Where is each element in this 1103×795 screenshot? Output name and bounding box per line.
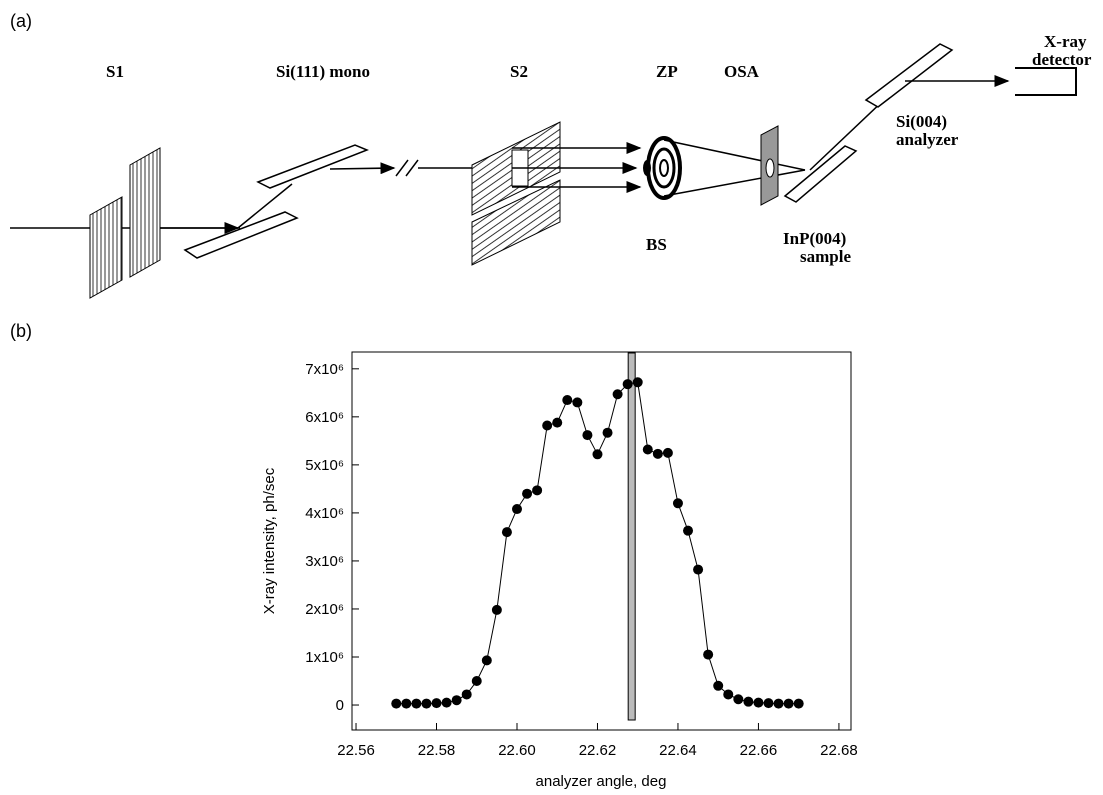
- data-line: [396, 381, 799, 705]
- sample-label: sample: [800, 247, 851, 266]
- data-point: [763, 698, 774, 709]
- data-point: [421, 698, 432, 709]
- data-point: [612, 389, 623, 400]
- data-point: [622, 379, 633, 390]
- y-tick-label: 0: [336, 697, 344, 714]
- y-tick-label: 2x10⁶: [305, 601, 344, 618]
- y-tick-label: 4x10⁶: [305, 505, 344, 522]
- data-point: [542, 420, 553, 431]
- x-tick-label: 22.66: [740, 742, 778, 759]
- data-point: [471, 676, 482, 687]
- data-point: [552, 417, 563, 428]
- mono-label: Si(111) mono: [276, 62, 370, 81]
- plot-frame: [351, 351, 852, 731]
- zone-plate: [652, 147, 676, 189]
- beam: [663, 139, 806, 171]
- x-tick-label: 22.64: [659, 742, 697, 759]
- data-point: [461, 689, 472, 700]
- y-tick-label: 7x10⁶: [305, 361, 344, 378]
- data-point: [451, 695, 462, 706]
- data-point: [632, 377, 643, 388]
- data-point: [411, 698, 422, 709]
- beam-break: [395, 159, 409, 177]
- beam: [237, 183, 293, 229]
- sample-label: InP(004): [783, 229, 846, 248]
- beam: [329, 162, 396, 175]
- data-point: [441, 697, 452, 708]
- analyzer-crystal: [864, 43, 954, 108]
- data-point: [672, 498, 683, 509]
- s2-label: S2: [510, 62, 528, 81]
- detector-label: X-ray: [1044, 32, 1087, 51]
- data-point: [723, 689, 734, 700]
- analyzer-label: analyzer: [896, 130, 959, 149]
- y-tick-label: 5x10⁶: [305, 457, 344, 474]
- x-tick-label: 22.60: [498, 742, 536, 759]
- detector-label: detector: [1032, 50, 1092, 69]
- data-point: [652, 448, 663, 459]
- sample-crystal: [783, 145, 858, 203]
- data-point: [733, 694, 744, 705]
- data-point: [693, 564, 704, 575]
- data-point: [683, 525, 694, 536]
- panel-label: (a): [10, 11, 32, 31]
- slit-s2: [471, 179, 561, 266]
- y-axis-label: X-ray intensity, ph/sec: [261, 467, 278, 614]
- scan-chart: (b) analyzer angle, deg X-ray intensity,…: [10, 321, 858, 790]
- data-point: [783, 698, 794, 709]
- slit-s1: [129, 147, 161, 278]
- osa-label: OSA: [724, 62, 760, 81]
- s1-label: S1: [106, 62, 124, 81]
- data-point: [391, 698, 402, 709]
- data-point: [522, 488, 533, 499]
- zone-plate: [646, 136, 682, 200]
- mono-crystal: [256, 144, 370, 189]
- data-point: [703, 649, 714, 660]
- y-tick-label: 3x10⁶: [305, 553, 344, 570]
- zp-label: ZP: [656, 62, 678, 81]
- data-point: [753, 697, 764, 708]
- slit-s1: [89, 196, 123, 299]
- x-axis-label: analyzer angle, deg: [536, 773, 667, 790]
- beam-break: [405, 159, 419, 177]
- panel-label: (b): [10, 321, 32, 341]
- data-point: [773, 698, 784, 709]
- data-point: [532, 485, 543, 496]
- data-point: [582, 430, 593, 441]
- detector: [1015, 67, 1077, 96]
- data-point: [401, 698, 412, 709]
- zone-plate: [659, 159, 669, 177]
- data-point: [713, 680, 724, 691]
- setup-diagram: (a) S1 Si(111) mono S2 ZP OSA BS X-ray d…: [10, 11, 1092, 299]
- beam: [663, 169, 806, 197]
- x-tick-label: 22.56: [337, 742, 375, 759]
- data-point: [793, 698, 804, 709]
- data-point: [501, 527, 512, 538]
- data-point: [602, 427, 613, 438]
- data-point: [431, 698, 442, 709]
- data-point: [511, 504, 522, 515]
- data-point: [662, 447, 673, 458]
- data-point: [491, 604, 502, 615]
- data-point: [572, 397, 583, 408]
- osa-aperture: [765, 158, 775, 178]
- data-point: [642, 444, 653, 455]
- x-tick-label: 22.58: [418, 742, 456, 759]
- mono-crystal: [183, 211, 299, 259]
- data-point: [481, 655, 492, 666]
- x-tick-label: 22.62: [579, 742, 617, 759]
- data-point: [562, 395, 573, 406]
- x-tick-label: 22.68: [820, 742, 858, 759]
- marker-bar: [627, 352, 636, 721]
- y-tick-label: 1x10⁶: [305, 649, 344, 666]
- analyzer-label: Si(004): [896, 112, 947, 131]
- data-point: [743, 696, 754, 707]
- bs-label: BS: [646, 235, 667, 254]
- y-tick-label: 6x10⁶: [305, 409, 344, 426]
- data-point: [592, 449, 603, 460]
